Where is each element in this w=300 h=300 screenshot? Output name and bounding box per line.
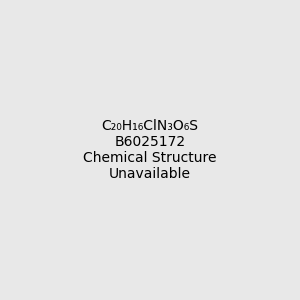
Text: C₂₀H₁₆ClN₃O₆S
B6025172
Chemical Structure
Unavailable: C₂₀H₁₆ClN₃O₆S B6025172 Chemical Structur… (83, 119, 217, 181)
